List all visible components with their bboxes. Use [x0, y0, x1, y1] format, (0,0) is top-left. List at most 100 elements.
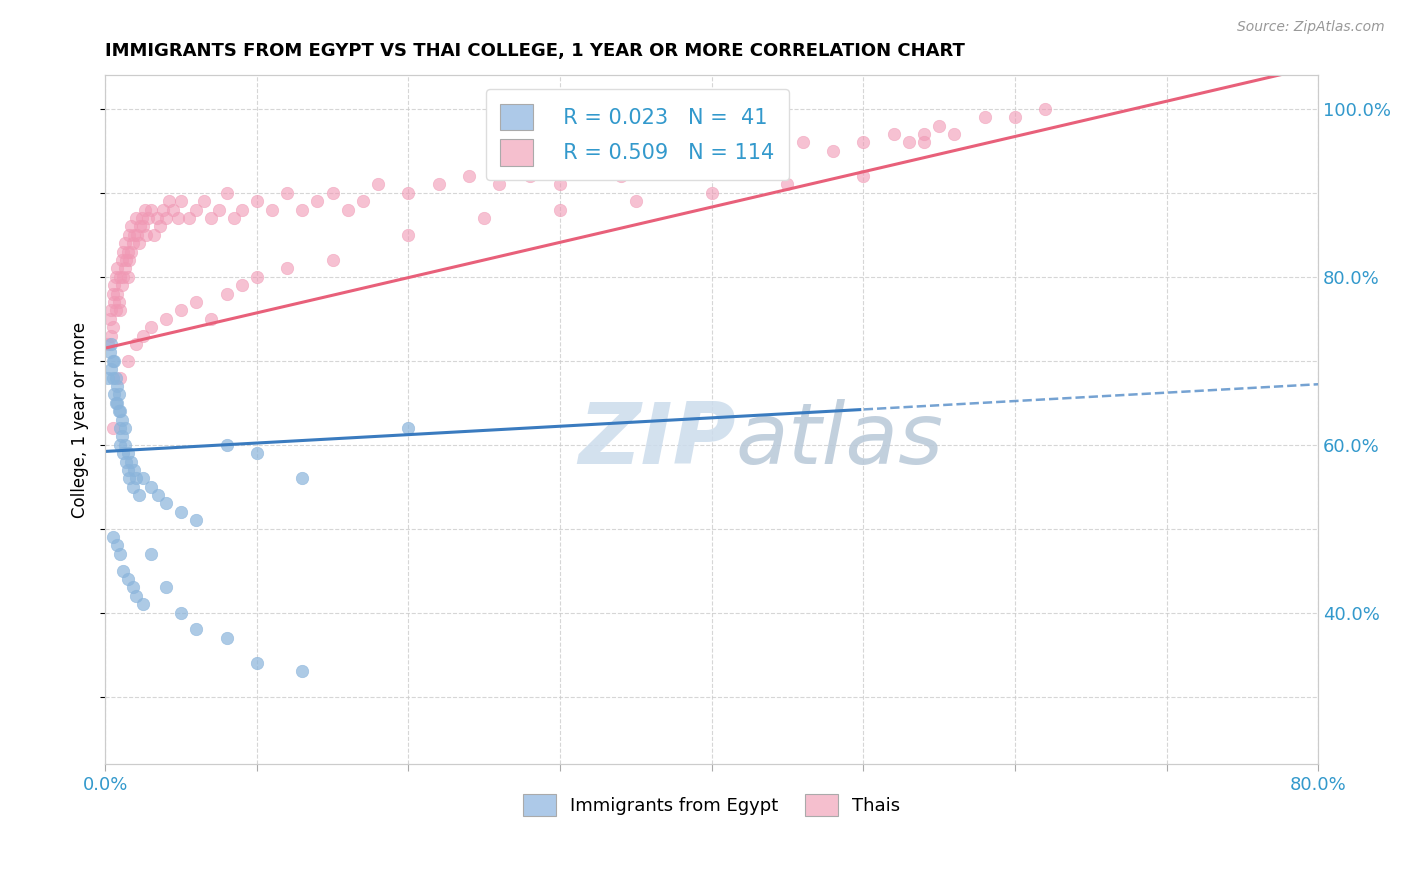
Point [100, 337, 122, 351]
Point [112, 269, 135, 284]
Point [122, 463, 145, 477]
Point [114, 421, 136, 435]
Point [398, 421, 420, 435]
Point [912, 136, 935, 150]
Point [170, 194, 193, 209]
Point [124, 337, 146, 351]
Point [105, 395, 128, 409]
Point [105, 539, 128, 553]
Point [101, 353, 124, 368]
Point [112, 564, 135, 578]
Point [177, 211, 200, 225]
Point [776, 178, 799, 192]
Point [117, 463, 139, 477]
Point [97, 337, 120, 351]
Point [108, 404, 131, 418]
Point [98, 311, 121, 326]
Point [145, 211, 167, 225]
Point [912, 127, 935, 141]
Point [398, 227, 420, 242]
Point [112, 244, 135, 259]
Point [579, 161, 602, 175]
Point [139, 480, 162, 494]
Point [215, 286, 238, 301]
Point [186, 513, 208, 527]
Point [120, 219, 142, 234]
Point [139, 547, 162, 561]
Point [170, 303, 193, 318]
Point [103, 387, 125, 401]
Point [120, 244, 142, 259]
Point [307, 194, 329, 209]
Point [852, 169, 875, 183]
Point [246, 446, 269, 460]
Point [155, 581, 177, 595]
Point [215, 186, 238, 200]
Point [101, 421, 124, 435]
Point [152, 202, 174, 217]
Point [110, 438, 132, 452]
Point [104, 370, 127, 384]
Point [973, 110, 995, 124]
Point [117, 244, 139, 259]
Point [132, 471, 155, 485]
Point [100, 362, 122, 376]
Point [112, 446, 135, 460]
Point [260, 202, 283, 217]
Point [1033, 102, 1056, 116]
Point [488, 178, 510, 192]
Point [883, 127, 905, 141]
Point [117, 353, 139, 368]
Point [110, 404, 132, 418]
Point [624, 194, 647, 209]
Point [215, 631, 238, 645]
Point [110, 269, 132, 284]
Point [132, 328, 155, 343]
Point [120, 454, 142, 468]
Point [231, 202, 253, 217]
Point [231, 278, 253, 293]
Point [472, 211, 495, 225]
Point [111, 278, 134, 293]
Point [101, 370, 124, 384]
Point [142, 227, 165, 242]
Point [155, 496, 177, 510]
Point [322, 252, 344, 267]
Point [114, 438, 136, 452]
Point [103, 295, 125, 310]
Point [291, 471, 314, 485]
Point [246, 269, 269, 284]
Point [100, 303, 122, 318]
Point [149, 219, 172, 234]
Point [139, 320, 162, 334]
Point [821, 144, 844, 158]
Point [1004, 110, 1026, 124]
Point [118, 471, 141, 485]
Point [124, 211, 146, 225]
Point [148, 488, 170, 502]
Point [170, 606, 193, 620]
Point [186, 295, 208, 310]
Point [124, 471, 146, 485]
Point [792, 136, 814, 150]
Point [118, 227, 141, 242]
Text: Source: ZipAtlas.com: Source: ZipAtlas.com [1237, 20, 1385, 34]
Y-axis label: College, 1 year or more: College, 1 year or more [72, 321, 89, 517]
Point [222, 211, 245, 225]
Point [105, 286, 128, 301]
Point [97, 370, 120, 384]
Legend: Immigrants from Egypt, Thais: Immigrants from Egypt, Thais [516, 787, 907, 823]
Point [128, 488, 150, 502]
Point [167, 211, 190, 225]
Point [155, 211, 177, 225]
Point [208, 202, 231, 217]
Point [246, 194, 269, 209]
Point [135, 227, 157, 242]
Point [928, 119, 950, 133]
Point [111, 429, 134, 443]
Point [700, 152, 723, 166]
Point [548, 178, 571, 192]
Point [117, 269, 139, 284]
Point [104, 303, 127, 318]
Point [291, 202, 314, 217]
